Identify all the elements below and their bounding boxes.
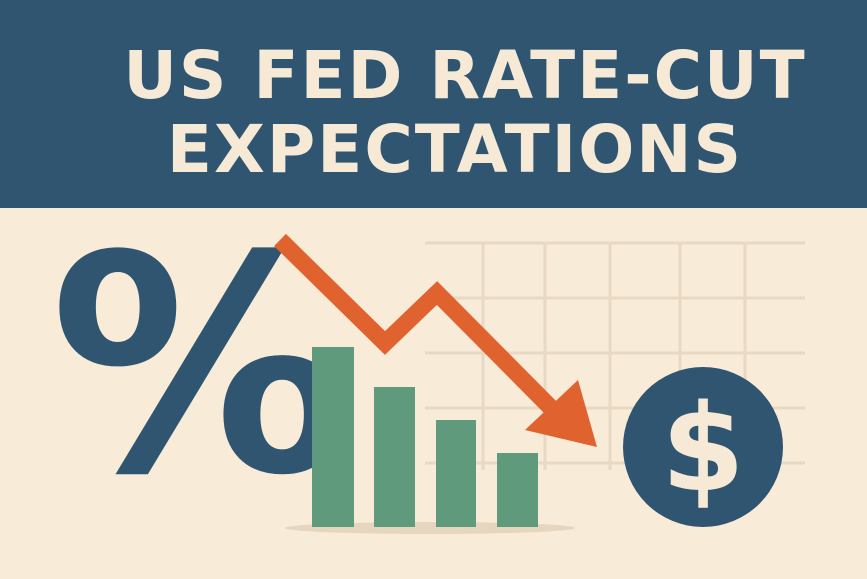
dollar-symbol: $ [661,380,745,519]
title-line: US FED RATE-CUT [123,37,806,114]
arrow-head [525,380,597,447]
title-line: EXPECTATIONS [167,111,743,188]
header-band [0,0,867,208]
percent-symbol: % [50,192,351,541]
down-arrow [274,233,562,418]
dollar-coin [623,367,783,527]
bar-icons [312,347,538,527]
